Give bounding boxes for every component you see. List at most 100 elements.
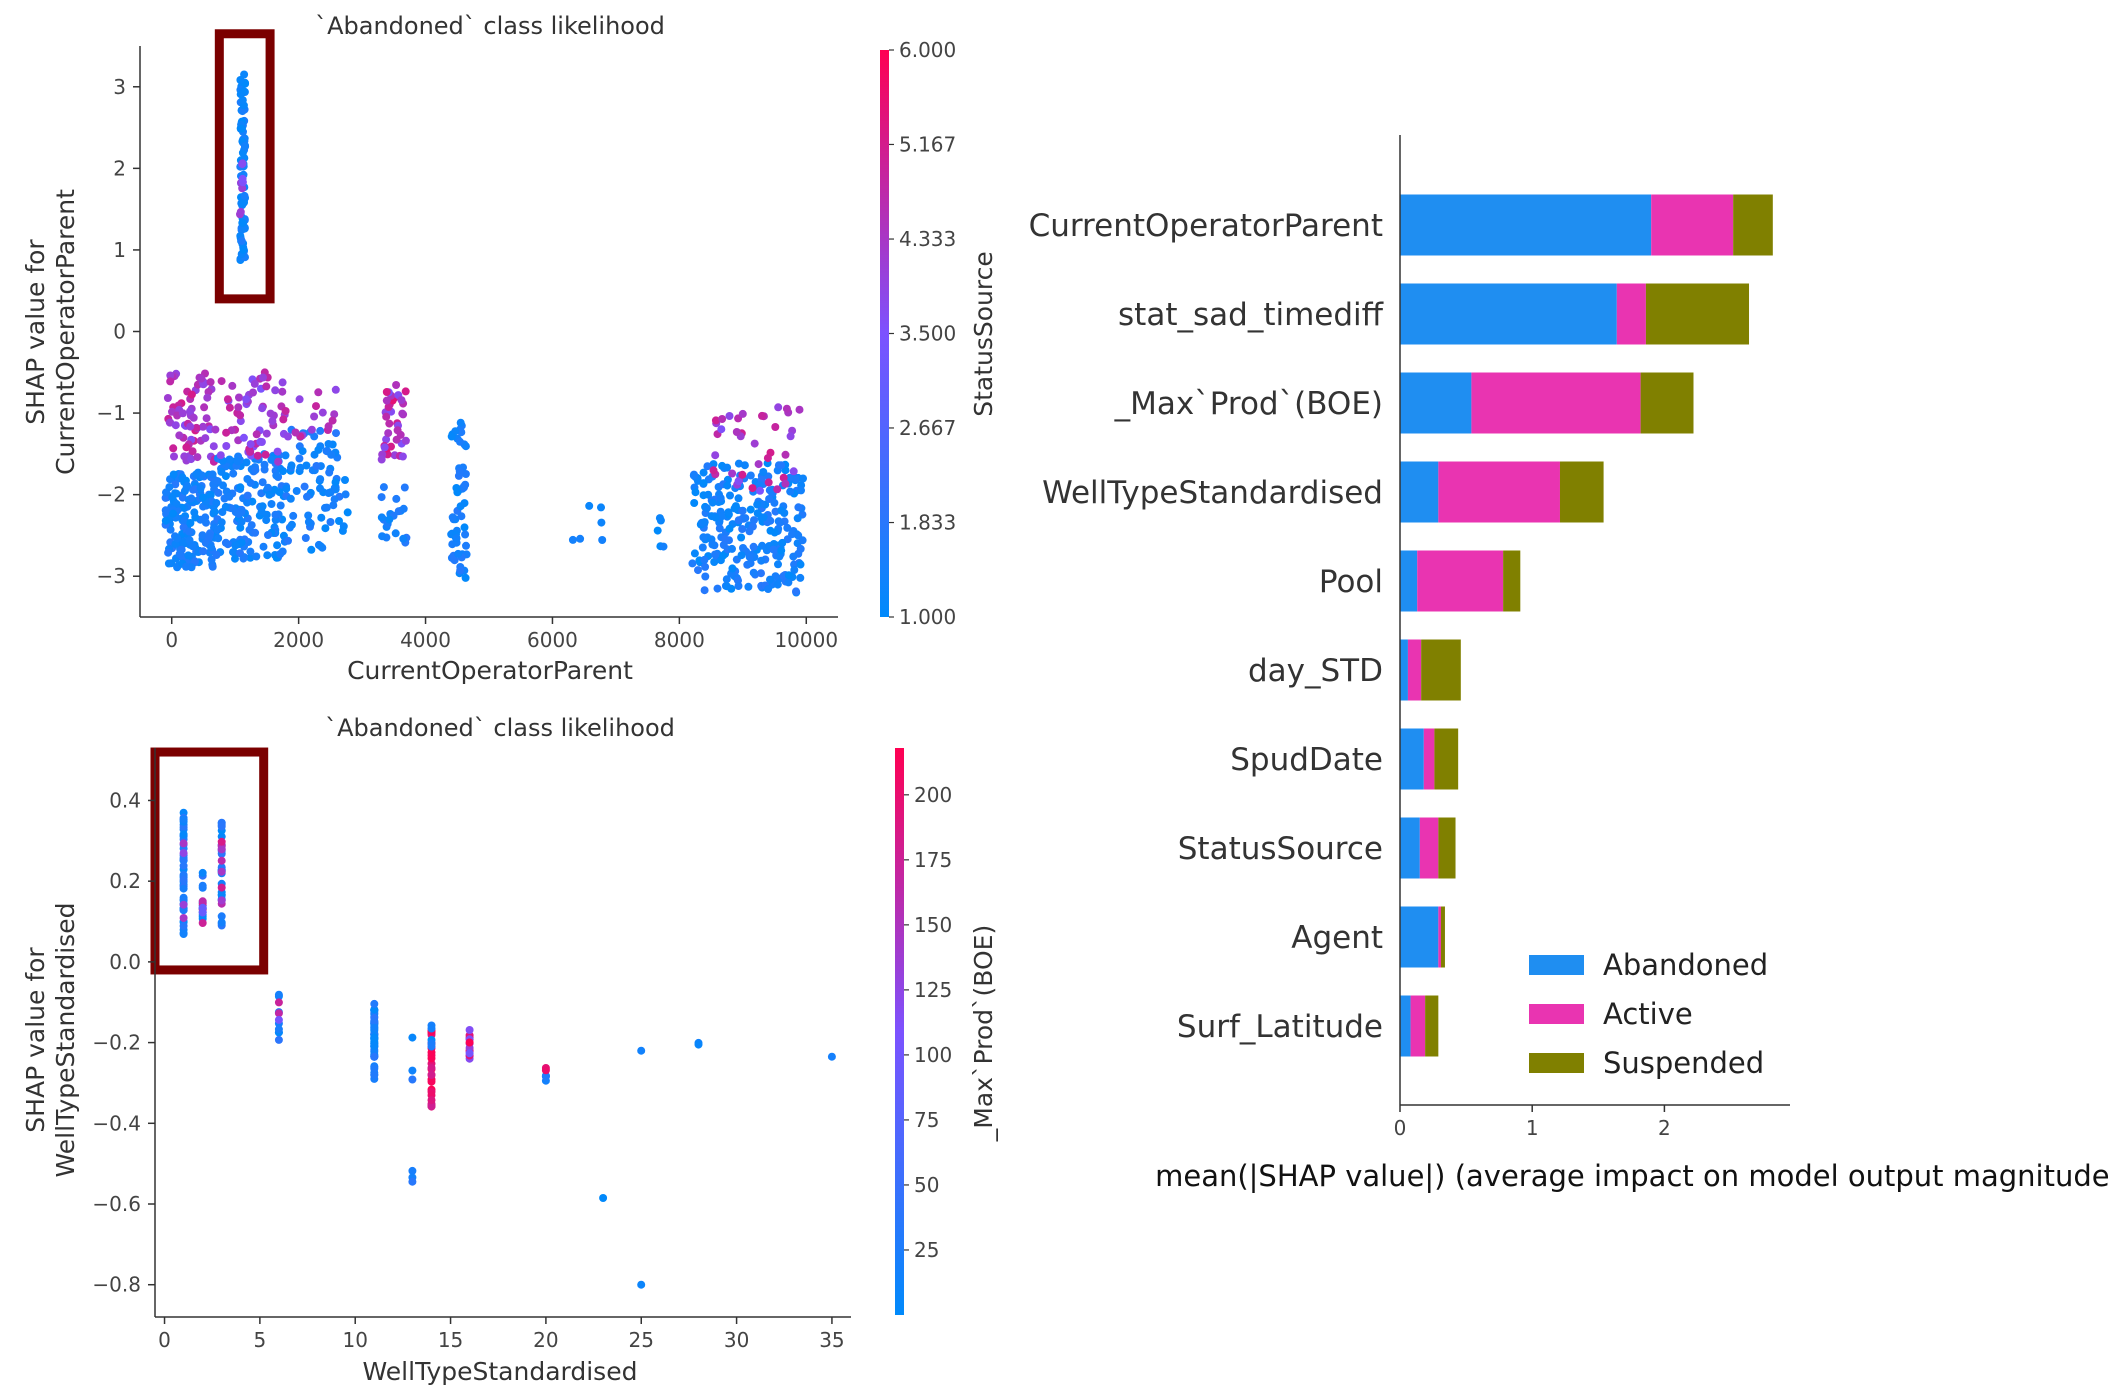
- data-point: [585, 501, 594, 510]
- data-point: [296, 463, 305, 472]
- colorbar-tick-label: 6.000: [899, 38, 956, 62]
- data-point: [728, 544, 736, 553]
- category-label: WellTypeStandardised: [1042, 475, 1383, 511]
- data-point: [200, 403, 209, 412]
- data-point: [179, 861, 188, 870]
- data-point: [276, 501, 285, 510]
- data-point: [249, 388, 257, 397]
- data-point: [198, 897, 207, 906]
- data-point: [370, 1070, 379, 1079]
- data-point: [212, 551, 221, 559]
- data-point: [252, 430, 261, 439]
- data-point: [307, 545, 316, 554]
- data-point: [216, 451, 225, 460]
- category-label: SpudDate: [1230, 742, 1383, 778]
- data-point: [235, 393, 243, 402]
- bar-segment-active: [1417, 550, 1504, 612]
- data-point: [243, 498, 252, 507]
- data-point: [711, 550, 719, 559]
- data-point: [699, 533, 708, 542]
- x-tick-label: 30: [724, 1328, 749, 1352]
- data-point: [292, 487, 301, 495]
- data-point: [773, 580, 782, 589]
- data-point: [243, 491, 252, 500]
- data-point: [312, 462, 321, 470]
- data-point: [711, 451, 720, 460]
- data-point: [166, 377, 175, 386]
- data-point: [332, 429, 340, 438]
- data-point: [239, 554, 248, 563]
- data-point: [198, 903, 207, 912]
- x-tick-label: 0: [165, 628, 178, 652]
- colorbar-tick-label: 5.167: [899, 132, 956, 156]
- y-tick-label: 2: [113, 156, 126, 180]
- data-point: [265, 490, 274, 499]
- data-point: [330, 410, 339, 419]
- data-point: [753, 509, 762, 518]
- data-point: [179, 900, 188, 909]
- data-point: [599, 1194, 608, 1202]
- data-point: [597, 503, 605, 512]
- data-point: [723, 463, 732, 472]
- data-point: [207, 543, 216, 552]
- data-point: [258, 404, 267, 413]
- data-point: [217, 912, 226, 921]
- data-point: [392, 435, 401, 444]
- data-point: [171, 421, 180, 430]
- data-point: [274, 1035, 283, 1044]
- data-point: [401, 387, 410, 396]
- data-point: [750, 516, 758, 525]
- data-point: [187, 455, 196, 464]
- data-point: [221, 538, 230, 547]
- data-point: [370, 1064, 379, 1073]
- category-label: Pool: [1319, 564, 1383, 600]
- data-point: [196, 484, 205, 493]
- x-tick-label: 0: [1394, 1116, 1407, 1140]
- data-point: [201, 434, 210, 443]
- data-point: [756, 486, 764, 495]
- data-point: [408, 1066, 417, 1075]
- data-point: [271, 386, 280, 395]
- data-point: [271, 510, 280, 519]
- data-point: [197, 374, 206, 383]
- data-point: [694, 566, 702, 575]
- data-point: [236, 411, 245, 420]
- data-point: [212, 499, 221, 507]
- data-point: [257, 507, 266, 516]
- data-point: [187, 390, 196, 399]
- data-point: [769, 545, 778, 554]
- data-point: [284, 432, 292, 441]
- bar-segment-active: [1438, 906, 1441, 968]
- data-point: [399, 504, 408, 513]
- data-point: [408, 1075, 417, 1084]
- data-point: [764, 478, 773, 487]
- x-tick-label: 8000: [654, 628, 705, 652]
- data-point: [700, 555, 709, 564]
- data-point: [387, 442, 395, 451]
- data-point: [191, 557, 199, 566]
- colorbar-tick-label: 1.000: [899, 605, 956, 629]
- y-tick-label: 3: [113, 75, 126, 99]
- data-point: [448, 513, 457, 522]
- data-point: [260, 460, 269, 469]
- data-point: [703, 462, 712, 471]
- data-point: [172, 499, 181, 508]
- legend-swatch-active: [1529, 1004, 1584, 1024]
- data-point: [234, 509, 243, 518]
- data-point: [723, 481, 732, 490]
- data-point: [270, 485, 279, 494]
- data-point: [161, 506, 170, 515]
- data-point: [777, 461, 786, 470]
- bar-segment-abandoned: [1400, 995, 1411, 1057]
- data-point: [267, 500, 276, 508]
- data-point: [231, 554, 239, 563]
- data-point: [295, 395, 304, 404]
- legend: Abandoned Active Suspended: [1529, 948, 1768, 1080]
- data-point: [384, 403, 393, 411]
- data-point: [598, 536, 607, 544]
- data-point: [179, 830, 188, 839]
- data-point: [398, 452, 407, 461]
- data-point: [690, 549, 699, 558]
- data-point: [766, 575, 774, 584]
- data-point: [460, 523, 469, 532]
